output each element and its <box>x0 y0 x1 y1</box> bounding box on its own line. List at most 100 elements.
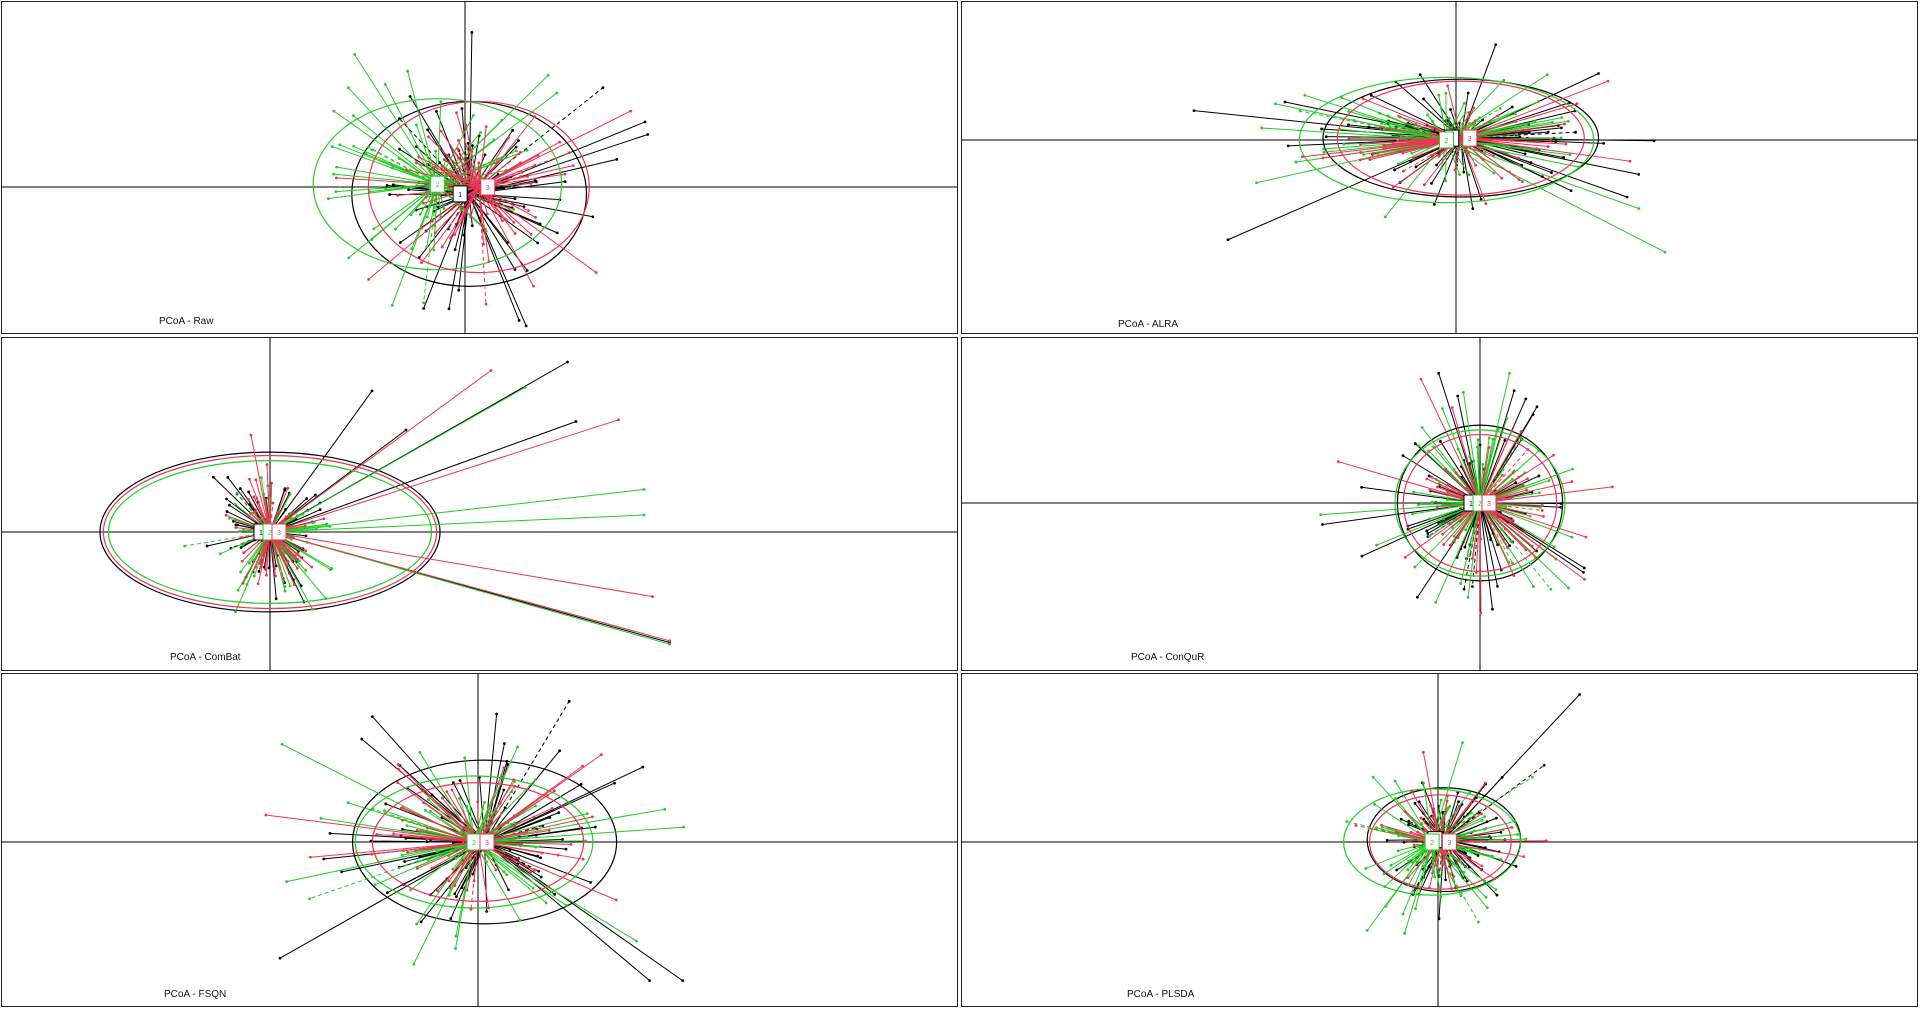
data-point-1 <box>1456 791 1460 794</box>
data-point-2 <box>1413 565 1417 569</box>
data-point-3 <box>422 801 426 805</box>
inertia-ellipse-3 <box>367 100 590 274</box>
data-point-1 <box>1582 566 1586 570</box>
data-point-2 <box>1342 142 1346 146</box>
data-point-3 <box>1521 180 1524 183</box>
data-point-1 <box>1578 693 1581 696</box>
data-point-3 <box>1414 123 1418 126</box>
data-point-1 <box>1508 544 1512 548</box>
data-point-3 <box>1465 486 1469 490</box>
star-segment-3 <box>269 531 653 598</box>
star-segment-2 <box>413 841 475 965</box>
star-segment-2 <box>1435 502 1481 603</box>
data-point-2 <box>432 248 436 252</box>
data-point-1 <box>1369 93 1373 97</box>
data-point-1 <box>1537 474 1541 478</box>
data-point-1 <box>453 248 457 252</box>
data-point-3 <box>1448 522 1452 526</box>
data-point-1 <box>537 869 541 873</box>
data-point-3 <box>486 212 489 216</box>
data-point-3 <box>532 284 535 288</box>
data-point-3 <box>420 261 423 265</box>
data-point-1 <box>1360 485 1364 489</box>
data-point-3 <box>375 833 379 836</box>
data-point-3 <box>1442 543 1446 546</box>
data-point-3 <box>1517 156 1521 160</box>
data-point-2 <box>409 213 413 217</box>
star-segment-3 <box>1479 502 1587 538</box>
data-point-3 <box>484 125 488 129</box>
data-point-3 <box>1441 532 1444 536</box>
data-point-1 <box>371 715 374 718</box>
data-point-2 <box>1549 587 1553 591</box>
data-point-3 <box>282 576 285 580</box>
data-point-3 <box>476 800 480 804</box>
data-point-2 <box>1502 78 1506 82</box>
star-segment-3 <box>478 186 597 273</box>
data-point-2 <box>451 867 455 871</box>
data-point-3 <box>1517 178 1521 181</box>
data-point-1 <box>483 153 487 157</box>
data-point-2 <box>1567 586 1570 590</box>
data-point-1 <box>1427 474 1431 478</box>
data-point-2 <box>1439 523 1442 526</box>
data-point-3 <box>1440 820 1444 824</box>
star-segment-3 <box>402 807 479 843</box>
data-point-2 <box>555 91 559 95</box>
data-point-1 <box>1602 141 1605 145</box>
star-segment-2 <box>455 841 475 949</box>
star-segment-1 <box>484 700 570 843</box>
data-point-1 <box>1401 454 1405 458</box>
data-point-3 <box>1441 863 1444 867</box>
data-point-1 <box>507 888 510 892</box>
star-segment-2 <box>269 531 291 587</box>
data-point-2 <box>454 947 457 950</box>
data-point-3 <box>1409 830 1413 834</box>
data-point-1 <box>1462 170 1466 174</box>
data-point-1 <box>1402 840 1406 844</box>
data-point-2 <box>289 537 293 541</box>
data-point-3 <box>456 147 460 151</box>
data-point-3 <box>1511 471 1515 474</box>
data-point-2 <box>512 208 516 211</box>
data-point-1 <box>648 979 651 982</box>
group-label-box-3 <box>479 833 495 851</box>
data-point-2 <box>425 245 429 249</box>
data-point-3 <box>240 536 244 539</box>
data-point-2 <box>1396 849 1400 853</box>
data-point-3 <box>367 277 371 281</box>
data-point-3 <box>1540 509 1544 512</box>
data-point-3 <box>430 866 434 870</box>
data-point-1 <box>1503 438 1507 442</box>
data-point-3 <box>529 232 533 236</box>
group-label-3: 3 <box>485 840 489 847</box>
data-point-1 <box>1409 160 1413 164</box>
star-segment-2 <box>407 71 438 185</box>
data-point-1 <box>226 476 230 479</box>
data-point-1 <box>566 360 569 364</box>
data-point-2 <box>1274 102 1277 106</box>
star-segment-2 <box>419 752 475 843</box>
star-segment-3 <box>457 140 480 188</box>
data-point-3 <box>600 753 603 757</box>
data-point-1 <box>426 128 430 132</box>
data-point-2 <box>1566 119 1570 123</box>
star-segment-3 <box>478 186 534 287</box>
data-point-3 <box>668 639 671 643</box>
data-point-2 <box>1468 122 1472 125</box>
data-point-3 <box>461 841 465 845</box>
star-segment-3 <box>1457 137 1462 150</box>
data-point-3 <box>270 481 274 485</box>
data-point-2 <box>1452 534 1456 538</box>
star-segment-2 <box>1275 103 1447 141</box>
data-point-3 <box>513 824 517 828</box>
star-segment-3 <box>457 148 480 188</box>
data-point-2 <box>298 530 302 534</box>
star-segment-3 <box>254 511 271 533</box>
star-segment-2 <box>269 387 526 533</box>
data-point-3 <box>455 111 458 115</box>
data-point-3 <box>1402 169 1405 173</box>
data-point-3 <box>1378 126 1382 129</box>
